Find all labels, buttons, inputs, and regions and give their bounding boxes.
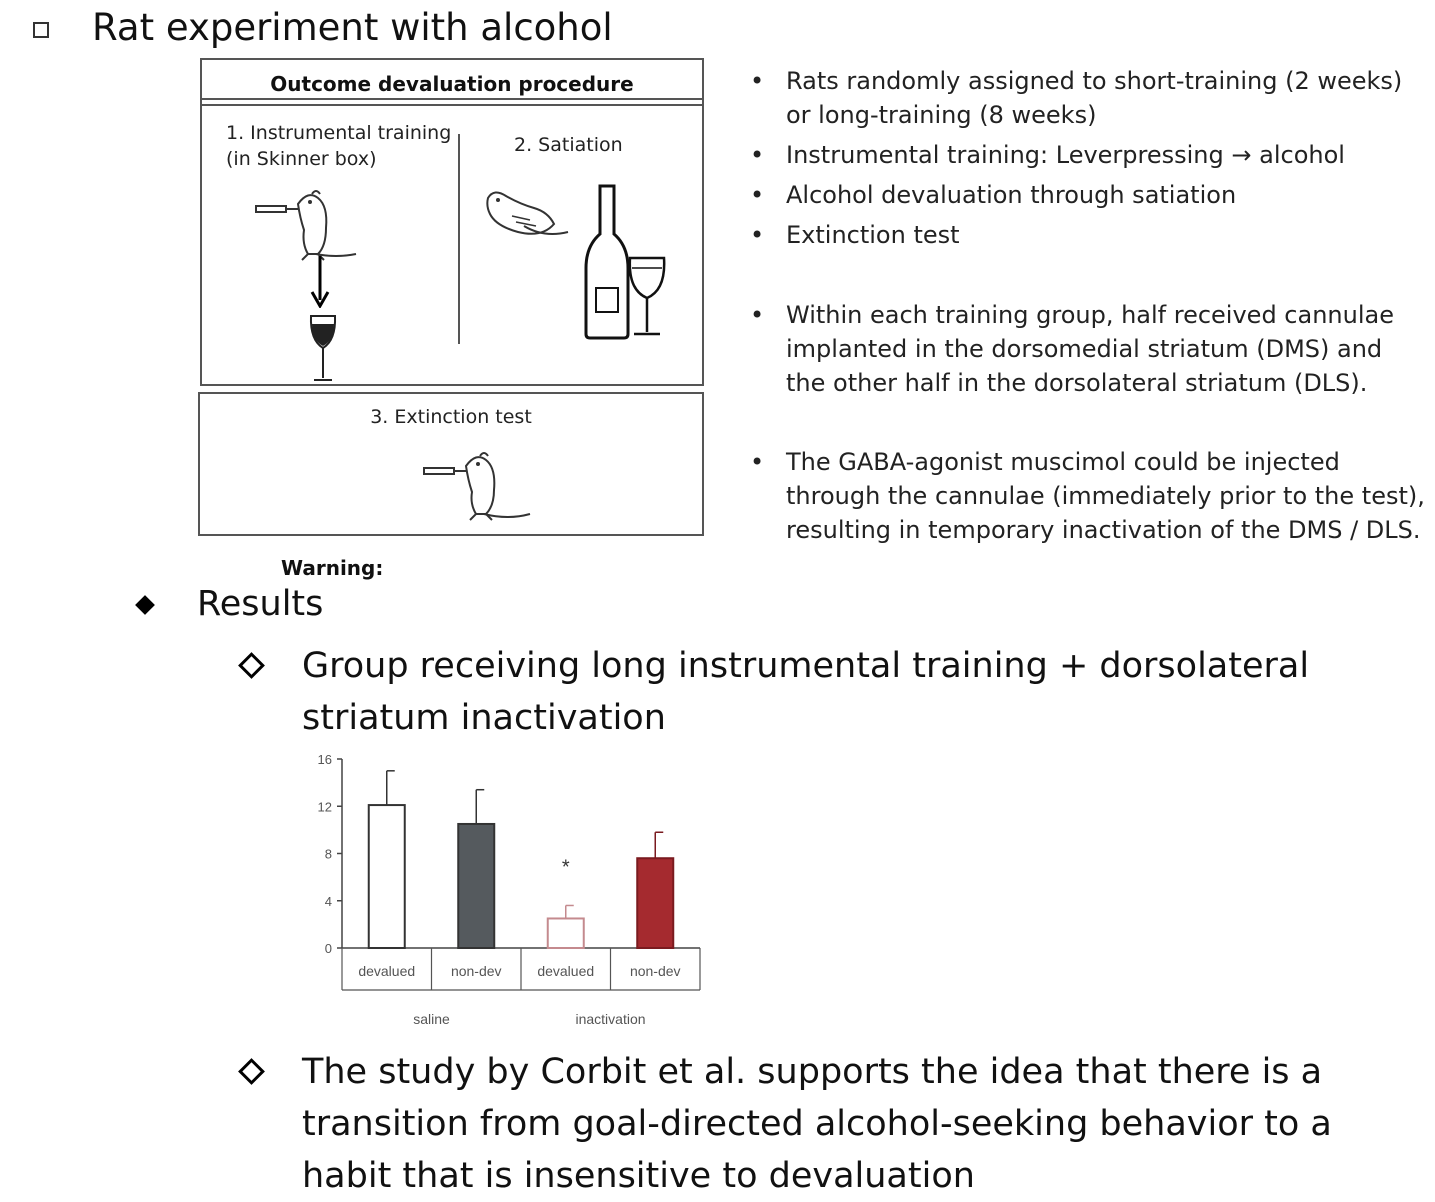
bullet-devaluation: • Alcohol devaluation through satiation (750, 178, 1425, 212)
y-tick-label: 16 (318, 752, 332, 767)
wine-bottle-icon (584, 184, 630, 340)
results-label: Results (197, 584, 324, 624)
step-1-title: 1. Instrumental training (226, 122, 452, 144)
rat-extinction-icon (423, 452, 531, 521)
bullet-assignment: • Rats randomly assigned to short-traini… (750, 64, 1425, 132)
bullet-text: Rats randomly assigned to short-training… (786, 67, 1403, 129)
procedure-divider (458, 134, 460, 344)
bullet-dot-icon: • (750, 221, 765, 249)
step-1-subtitle: (in Skinner box) (226, 148, 377, 170)
bullet-text: Alcohol devaluation through satiation (786, 181, 1237, 209)
open-diamond-bullet-icon (238, 652, 265, 679)
empty-wine-glass-icon (628, 256, 666, 336)
bullet-instrumental: • Instrumental training: Leverpressing →… (750, 138, 1425, 172)
procedure-title-rule-double (202, 104, 702, 106)
filled-diamond-bullet-icon (135, 595, 155, 615)
arrow-down-icon (310, 256, 330, 308)
bullet-text: Instrumental training: Leverpressing → a… (786, 141, 1345, 169)
bullet-cannulae: • Within each training group, half recei… (750, 298, 1425, 400)
procedure-title: Outcome devaluation procedure (270, 72, 634, 96)
extinction-panel: 3. Extinction test (198, 392, 704, 536)
bullet-extinction: • Extinction test (750, 218, 1425, 252)
bullet-text: Extinction test (786, 221, 960, 249)
step-3-label: 3. Extinction test (370, 406, 532, 428)
wine-glass-icon (309, 315, 337, 381)
slide-heading: Rat experiment with alcohol (92, 6, 613, 49)
bullet-muscimol: • The GABA-agonist muscimol could be inj… (750, 445, 1425, 547)
bullet-dot-icon: • (750, 301, 765, 329)
y-tick-label: 8 (325, 847, 332, 862)
bullet-text: The GABA-agonist muscimol could be injec… (786, 448, 1425, 544)
category-label: devalued (537, 963, 594, 979)
step-2-label: 2. Satiation (514, 134, 623, 156)
y-tick-label: 12 (318, 799, 332, 814)
procedure-title-rule (202, 98, 702, 100)
bullet-dot-icon: • (750, 448, 765, 476)
step-1-label: 1. Instrumental training (in Skinner box… (226, 120, 451, 172)
satiated-rat-icon (486, 191, 569, 235)
significance-marker: * (562, 857, 570, 879)
bullet-text: Within each training group, half receive… (786, 301, 1394, 397)
category-label: non-dev (451, 963, 502, 979)
procedure-panel: Outcome devaluation procedure 1. Instrum… (200, 58, 704, 386)
bullet-dot-icon: • (750, 141, 765, 169)
category-label: devalued (358, 963, 415, 979)
y-tick-label: 0 (325, 941, 332, 956)
bullet-dot-icon: • (750, 67, 765, 95)
bar (636, 857, 675, 949)
bar (457, 822, 496, 949)
group-label: inactivation (575, 1011, 645, 1027)
warning-label: Warning: (281, 556, 384, 580)
square-bullet-icon (33, 22, 49, 38)
study-conclusion: The study by Corbit et al. supports the … (302, 1052, 1332, 1196)
group-description: Group receiving long instrumental traini… (302, 646, 1310, 738)
bullet-dot-icon: • (750, 181, 765, 209)
group-label: saline (413, 1011, 450, 1027)
category-label: non-dev (630, 963, 681, 979)
rat-lever-icon (255, 190, 357, 261)
y-tick-label: 4 (325, 894, 332, 909)
bar (367, 804, 406, 949)
bar (546, 917, 585, 949)
results-bar-chart: 0 4 8 12 16 devalued non-dev devalued non-dev * sa… (318, 752, 701, 1027)
open-diamond-bullet-icon (238, 1058, 265, 1085)
